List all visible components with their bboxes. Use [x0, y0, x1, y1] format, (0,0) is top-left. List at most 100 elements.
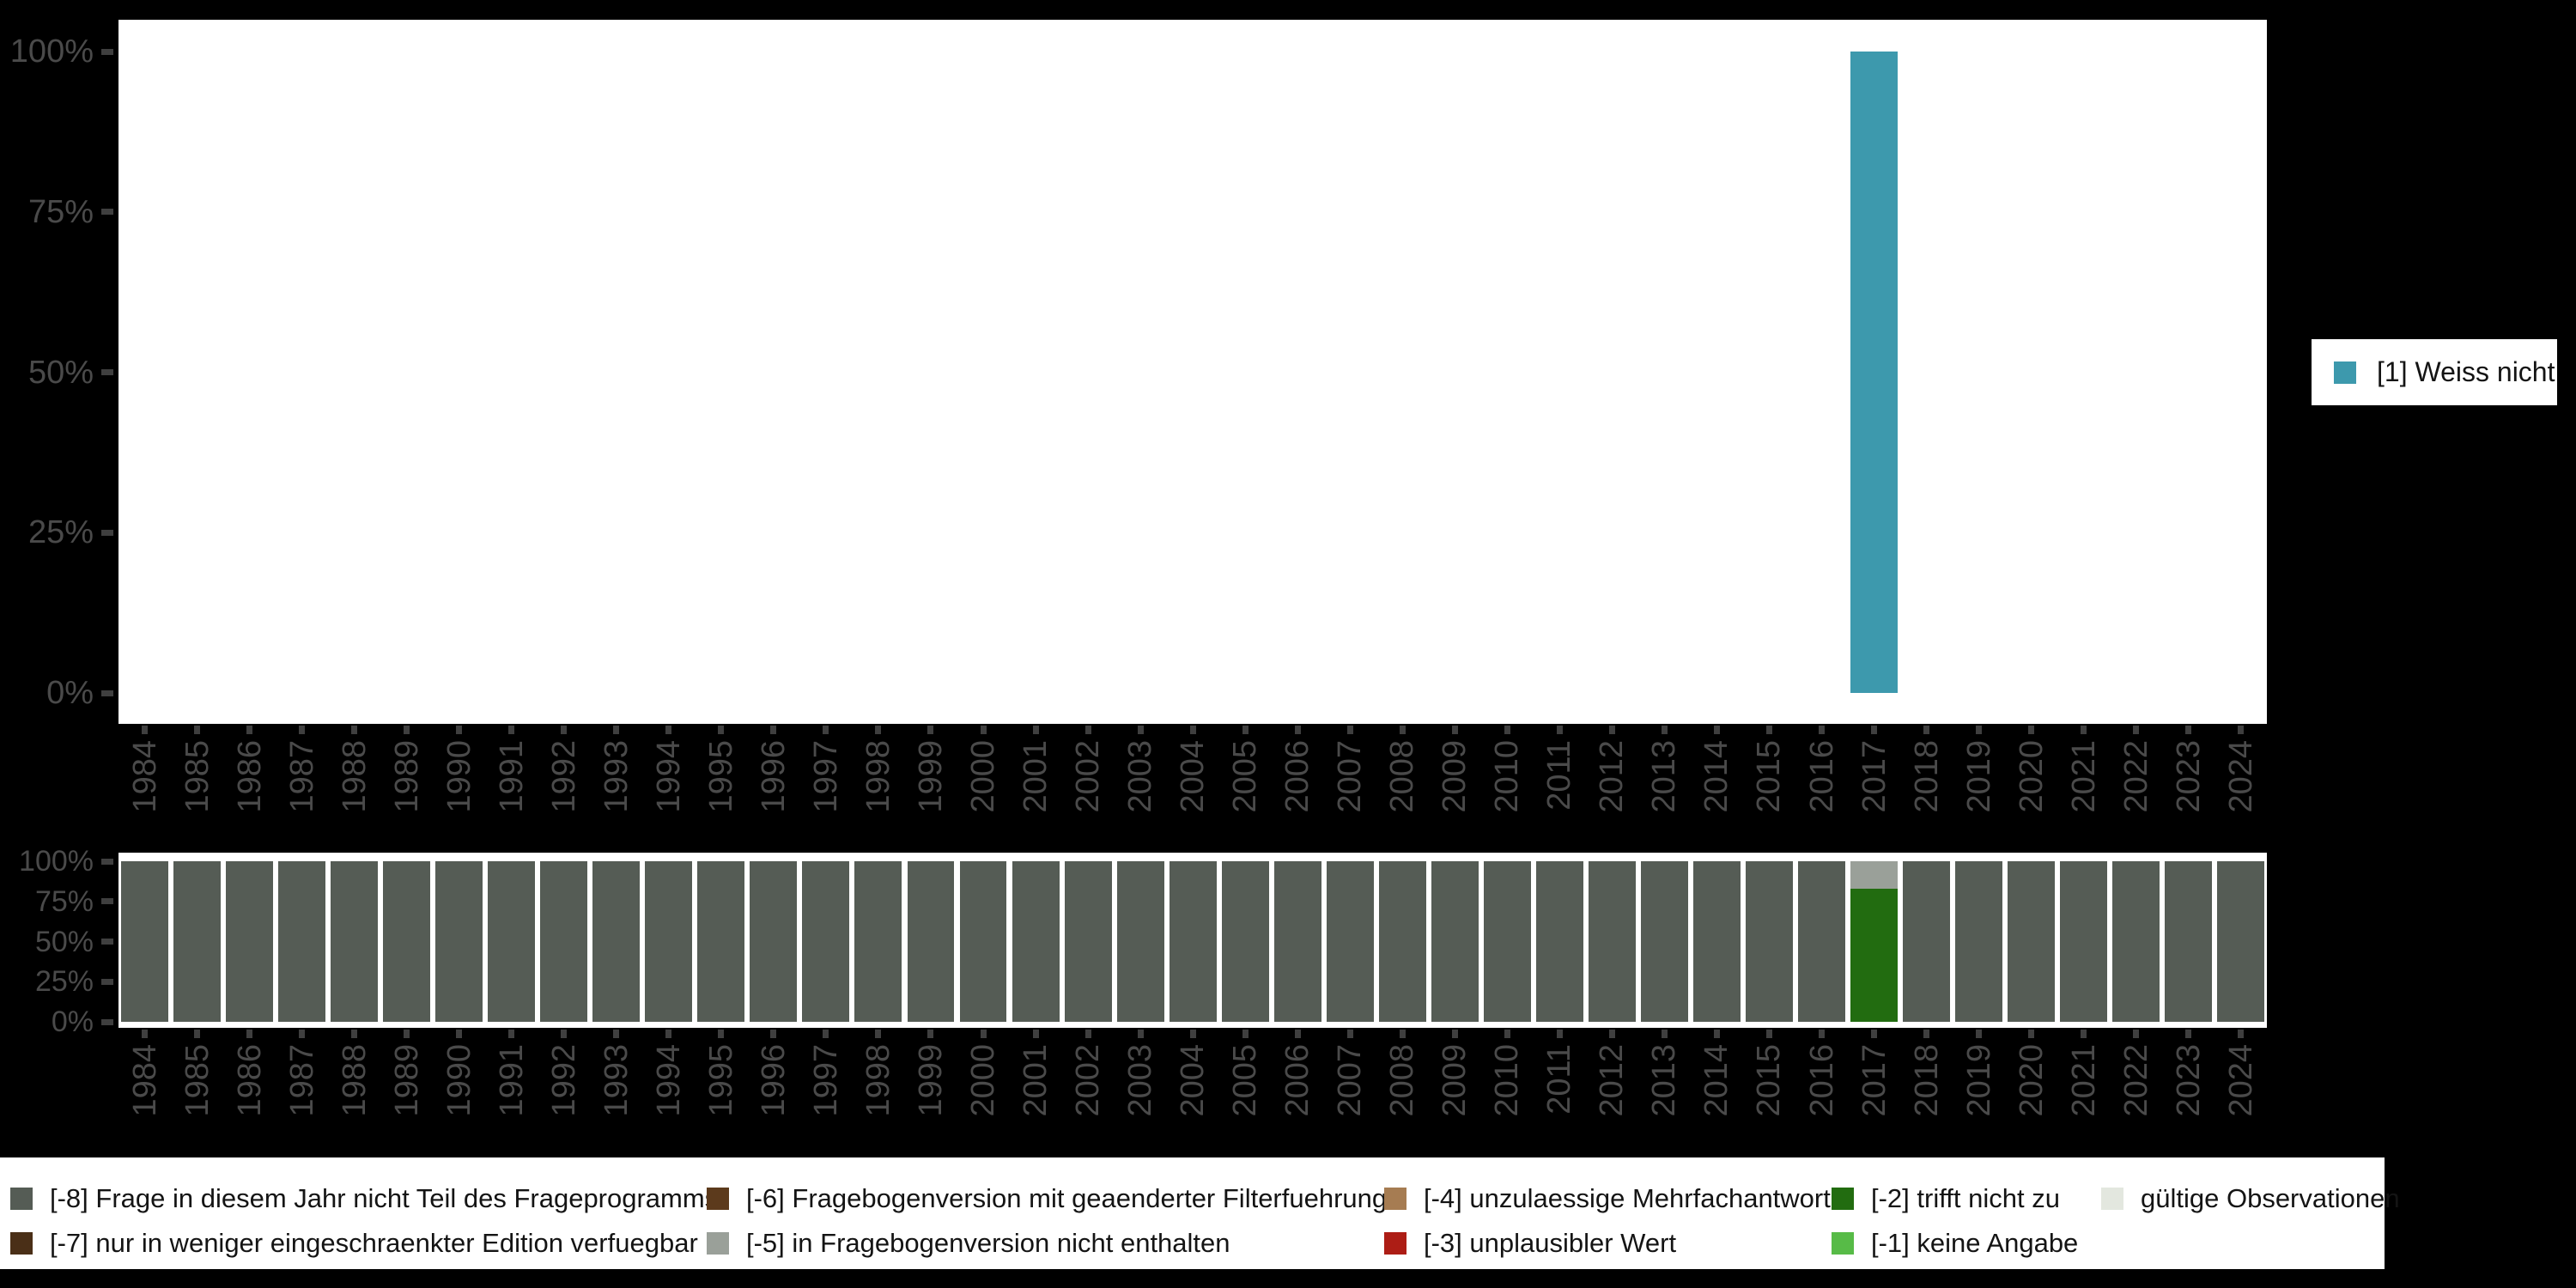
x-label-slot-2008: 2008: [1376, 740, 1429, 856]
legend-item: [-6] Fragebogenversion mit geaenderter F…: [707, 1176, 1387, 1221]
y-axis-tick-mark: [101, 978, 113, 985]
bar-2016: [1798, 52, 1845, 693]
x-tick-slot-2005: [1219, 1030, 1272, 1038]
x-axis-label-1998: 1998: [860, 1044, 896, 1117]
bar-segment-2000: [959, 861, 1007, 1022]
bar-slot-1994: [642, 52, 695, 693]
legend-swatch: [1384, 1232, 1406, 1255]
x-axis-label-2011: 2011: [1541, 740, 1578, 811]
x-label-slot-2024: 2024: [2215, 740, 2267, 856]
x-axis-tick-mark: [1032, 726, 1039, 734]
x-axis-label-1996: 1996: [755, 740, 792, 813]
legend-item: gültige Observationen: [2101, 1176, 2400, 1221]
bar-2010: [1483, 861, 1531, 1022]
x-axis-tick-mark: [1084, 726, 1091, 734]
x-label-slot-2010: 2010: [1481, 1044, 1534, 1160]
x-axis-tick-mark: [613, 726, 620, 734]
x-tick-slot-1994: [642, 1030, 695, 1038]
x-axis-label-2004: 2004: [1175, 1044, 1212, 1117]
bar-1991: [488, 861, 536, 1022]
x-axis-label-1999: 1999: [912, 1044, 949, 1117]
x-tick-slot-2017: [1848, 1030, 1900, 1038]
bar-2008: [1379, 52, 1426, 693]
x-axis-tick-mark: [1451, 1030, 1458, 1038]
x-axis-tick-mark: [1084, 1030, 1091, 1038]
x-label-slot-2018: 2018: [1900, 740, 1953, 856]
bar-2019: [1955, 52, 2002, 693]
bar-segment-2017: [1850, 888, 1898, 1022]
x-axis-label-2007: 2007: [1332, 1044, 1369, 1117]
bar-2002: [1065, 52, 1112, 693]
bar-segment-2011: [1535, 861, 1583, 1022]
x-tick-slot-2023: [2162, 726, 2215, 734]
x-tick-slot-2016: [1795, 1030, 1848, 1038]
x-axis-label-1991: 1991: [493, 1044, 530, 1117]
y-axis-tick-75%: 75%: [0, 887, 113, 916]
bar-slot-1993: [590, 52, 642, 693]
x-label-slot-2024: 2024: [2215, 1044, 2267, 1160]
x-tick-slot-1986: [223, 726, 276, 734]
x-axis-label-1990: 1990: [440, 1044, 477, 1117]
bar-slot-1990: [433, 52, 485, 693]
x-axis-label-1995: 1995: [702, 1044, 739, 1117]
bar-1997: [802, 861, 850, 1022]
x-axis-tick-mark: [980, 726, 987, 734]
legend-item: [-8] Frage in diesem Jahr nicht Teil des…: [10, 1176, 718, 1221]
bar-slot-2017: [1848, 861, 1900, 1022]
bar-slot-2016: [1795, 861, 1848, 1022]
x-tick-slot-1990: [433, 726, 485, 734]
x-axis-label-1997: 1997: [807, 740, 844, 813]
x-axis-label-2023: 2023: [2170, 740, 2207, 813]
x-label-slot-2022: 2022: [2110, 740, 2162, 856]
x-label-slot-1988: 1988: [328, 1044, 380, 1160]
bar-1997: [802, 52, 849, 693]
x-label-slot-1993: 1993: [590, 740, 642, 856]
x-axis-tick-mark: [404, 1030, 410, 1038]
x-tick-slot-2003: [1115, 726, 1167, 734]
x-axis-tick-mark: [1661, 1030, 1668, 1038]
legend-label: [-4] unzulaessige Mehrfachantwort: [1424, 1183, 1831, 1213]
legend-column-4: [-2] trifft nicht zu [-1] keine Angabe: [1832, 1176, 2078, 1266]
x-axis-label-1993: 1993: [598, 1044, 635, 1117]
x-label-slot-2012: 2012: [1586, 1044, 1638, 1160]
bar-segment-2019: [1955, 861, 2003, 1022]
x-axis-tick-mark: [2081, 726, 2087, 734]
bar-2020: [2008, 52, 2055, 693]
bar-segment-1985: [173, 861, 221, 1022]
x-tick-slot-1987: [276, 726, 328, 734]
x-axis-label-2021: 2021: [2065, 740, 2102, 813]
bar-2012: [1588, 861, 1636, 1022]
x-axis-label-2024: 2024: [2222, 740, 2259, 813]
x-label-slot-2004: 2004: [1167, 740, 1219, 856]
bar-slot-1991: [485, 861, 538, 1022]
top-chart-x-ticks: [118, 726, 2267, 734]
bar-slot-1991: [485, 52, 538, 693]
bar-1998: [854, 52, 902, 693]
x-axis-tick-mark: [1294, 726, 1301, 734]
x-label-slot-1999: 1999: [904, 1044, 957, 1160]
bar-1994: [645, 861, 693, 1022]
x-axis-tick-mark: [2238, 726, 2245, 734]
legend-column-2: [-6] Fragebogenversion mit geaenderter F…: [707, 1176, 1387, 1266]
bar-2006: [1274, 52, 1321, 693]
x-axis-tick-mark: [351, 1030, 358, 1038]
x-axis-tick-mark: [456, 726, 463, 734]
x-axis-tick-mark: [1713, 726, 1720, 734]
bar-2005: [1221, 861, 1269, 1022]
bar-slot-2015: [1743, 52, 1795, 693]
x-label-slot-1989: 1989: [380, 740, 433, 856]
bar-slot-1995: [695, 861, 747, 1022]
x-axis-label-2018: 2018: [1908, 740, 1945, 813]
x-tick-slot-2011: [1534, 1030, 1586, 1038]
bar-segment-2012: [1588, 861, 1636, 1022]
x-axis-tick-mark: [1504, 726, 1510, 734]
x-label-slot-1992: 1992: [538, 740, 590, 856]
x-tick-slot-2023: [2162, 1030, 2215, 1038]
bar-1990: [435, 52, 483, 693]
x-label-slot-2021: 2021: [2057, 740, 2110, 856]
bar-2020: [2008, 861, 2056, 1022]
bar-slot-2008: [1376, 52, 1429, 693]
x-axis-tick-mark: [299, 726, 306, 734]
bar-segment-1994: [645, 861, 693, 1022]
legend-label: gültige Observationen: [2141, 1183, 2400, 1213]
